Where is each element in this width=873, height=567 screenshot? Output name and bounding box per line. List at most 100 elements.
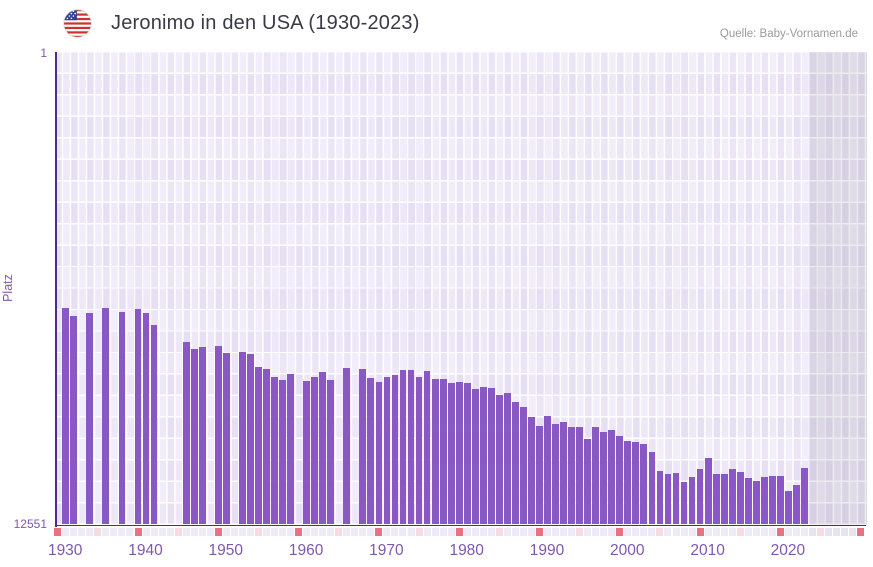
bar-1969 bbox=[367, 377, 375, 525]
x-tick-1975 bbox=[415, 527, 423, 536]
bar-1980 bbox=[455, 381, 463, 525]
bar-1957 bbox=[271, 376, 278, 525]
bar-1981 bbox=[463, 382, 471, 525]
bar-2019 bbox=[768, 475, 776, 525]
x-tick-1983 bbox=[479, 527, 487, 536]
y-axis-min-label: 12551 bbox=[13, 517, 47, 531]
bar-2011 bbox=[704, 457, 712, 525]
bar-1971 bbox=[383, 376, 391, 525]
x-tick-1940 bbox=[134, 527, 142, 536]
x-tick-2006 bbox=[664, 527, 672, 536]
x-axis-label-1970: 1970 bbox=[369, 542, 404, 559]
x-tick-2007 bbox=[672, 527, 680, 536]
x-axis-label-1980: 1980 bbox=[449, 542, 484, 559]
x-tick-1987 bbox=[511, 527, 519, 536]
bar-1991 bbox=[544, 415, 551, 525]
bar-1948 bbox=[198, 346, 206, 525]
bar-1988 bbox=[520, 406, 527, 525]
x-tick-2023 bbox=[800, 527, 808, 536]
x-tick-1933 bbox=[78, 527, 86, 536]
bar-2001 bbox=[624, 440, 632, 525]
x-tick-2020 bbox=[776, 527, 784, 536]
x-tick-1989 bbox=[527, 527, 535, 536]
bar-1976 bbox=[423, 370, 431, 525]
x-tick-1994 bbox=[568, 527, 576, 536]
x-tick-2030 bbox=[857, 527, 865, 536]
bar-1947 bbox=[190, 348, 198, 525]
bar-2008 bbox=[680, 481, 688, 525]
x-tick-1995 bbox=[576, 527, 584, 536]
x-tick-2021 bbox=[784, 527, 792, 536]
x-tick-1985 bbox=[495, 527, 503, 536]
bar-2020 bbox=[777, 475, 784, 525]
x-tick-1957 bbox=[271, 527, 278, 536]
x-tick-1949 bbox=[206, 527, 214, 536]
x-tick-1930 bbox=[54, 527, 62, 536]
bar-1931 bbox=[62, 307, 70, 525]
x-tick-1953 bbox=[238, 527, 246, 536]
x-axis-label-2010: 2010 bbox=[690, 542, 725, 559]
bar-2012 bbox=[712, 473, 720, 525]
x-tick-2003 bbox=[640, 527, 648, 536]
bar-1995 bbox=[576, 426, 584, 525]
bar-2004 bbox=[648, 451, 656, 525]
x-axis-label-1950: 1950 bbox=[208, 542, 244, 559]
x-tick-1954 bbox=[246, 527, 254, 536]
bar-1955 bbox=[255, 366, 262, 525]
bar-2022 bbox=[793, 484, 800, 525]
bar-1968 bbox=[359, 368, 367, 525]
x-tick-1977 bbox=[431, 527, 439, 536]
bar-2013 bbox=[720, 473, 728, 525]
x-tick-1946 bbox=[182, 527, 190, 536]
y-axis-max-label: 1 bbox=[40, 46, 47, 60]
x-axis-label-1990: 1990 bbox=[529, 542, 565, 559]
x-tick-1972 bbox=[391, 527, 399, 536]
bar-2018 bbox=[760, 476, 768, 525]
x-tick-1969 bbox=[367, 527, 375, 536]
x-tick-1944 bbox=[166, 527, 174, 536]
bar-2021 bbox=[785, 490, 792, 525]
x-tick-2015 bbox=[736, 527, 744, 536]
x-tick-2010 bbox=[696, 527, 704, 536]
x-tick-1931 bbox=[62, 527, 70, 536]
bar-1982 bbox=[471, 388, 479, 525]
bar-2005 bbox=[656, 470, 664, 525]
bar-1970 bbox=[375, 381, 383, 525]
bar-1936 bbox=[102, 307, 110, 525]
x-tick-1935 bbox=[94, 527, 102, 536]
bar-1992 bbox=[552, 423, 559, 525]
bar-2002 bbox=[632, 441, 640, 525]
x-tick-1984 bbox=[487, 527, 495, 536]
bar-1962 bbox=[311, 376, 319, 525]
x-tick-1980 bbox=[455, 527, 463, 536]
x-tick-1973 bbox=[399, 527, 407, 536]
x-tick-1950 bbox=[214, 527, 222, 536]
x-tick-1963 bbox=[319, 527, 327, 536]
bar-1964 bbox=[327, 379, 335, 525]
x-tick-2011 bbox=[704, 527, 712, 536]
x-axis-label-1940: 1940 bbox=[128, 542, 163, 559]
x-tick-1955 bbox=[254, 527, 262, 536]
bar-1996 bbox=[584, 438, 592, 525]
bar-2015 bbox=[736, 471, 744, 525]
bar-2014 bbox=[728, 468, 736, 525]
bar-1946 bbox=[182, 341, 190, 525]
x-tick-1934 bbox=[86, 527, 94, 536]
x-tick-1932 bbox=[70, 527, 78, 536]
bar-1998 bbox=[600, 431, 608, 525]
x-tick-1942 bbox=[150, 527, 158, 536]
x-tick-1974 bbox=[407, 527, 415, 536]
x-tick-1960 bbox=[295, 527, 303, 536]
x-tick-1993 bbox=[560, 527, 568, 536]
x-tick-1982 bbox=[471, 527, 479, 536]
bar-1956 bbox=[263, 368, 270, 525]
bar-1958 bbox=[279, 379, 286, 525]
bar-1959 bbox=[287, 373, 294, 525]
bar-1985 bbox=[495, 394, 503, 525]
x-tick-1956 bbox=[262, 527, 270, 536]
bar-1963 bbox=[319, 371, 327, 525]
x-tick-1947 bbox=[190, 527, 198, 536]
x-tick-1958 bbox=[279, 527, 287, 536]
source-link[interactable]: Quelle: Baby-Vornamen.de bbox=[719, 28, 858, 40]
